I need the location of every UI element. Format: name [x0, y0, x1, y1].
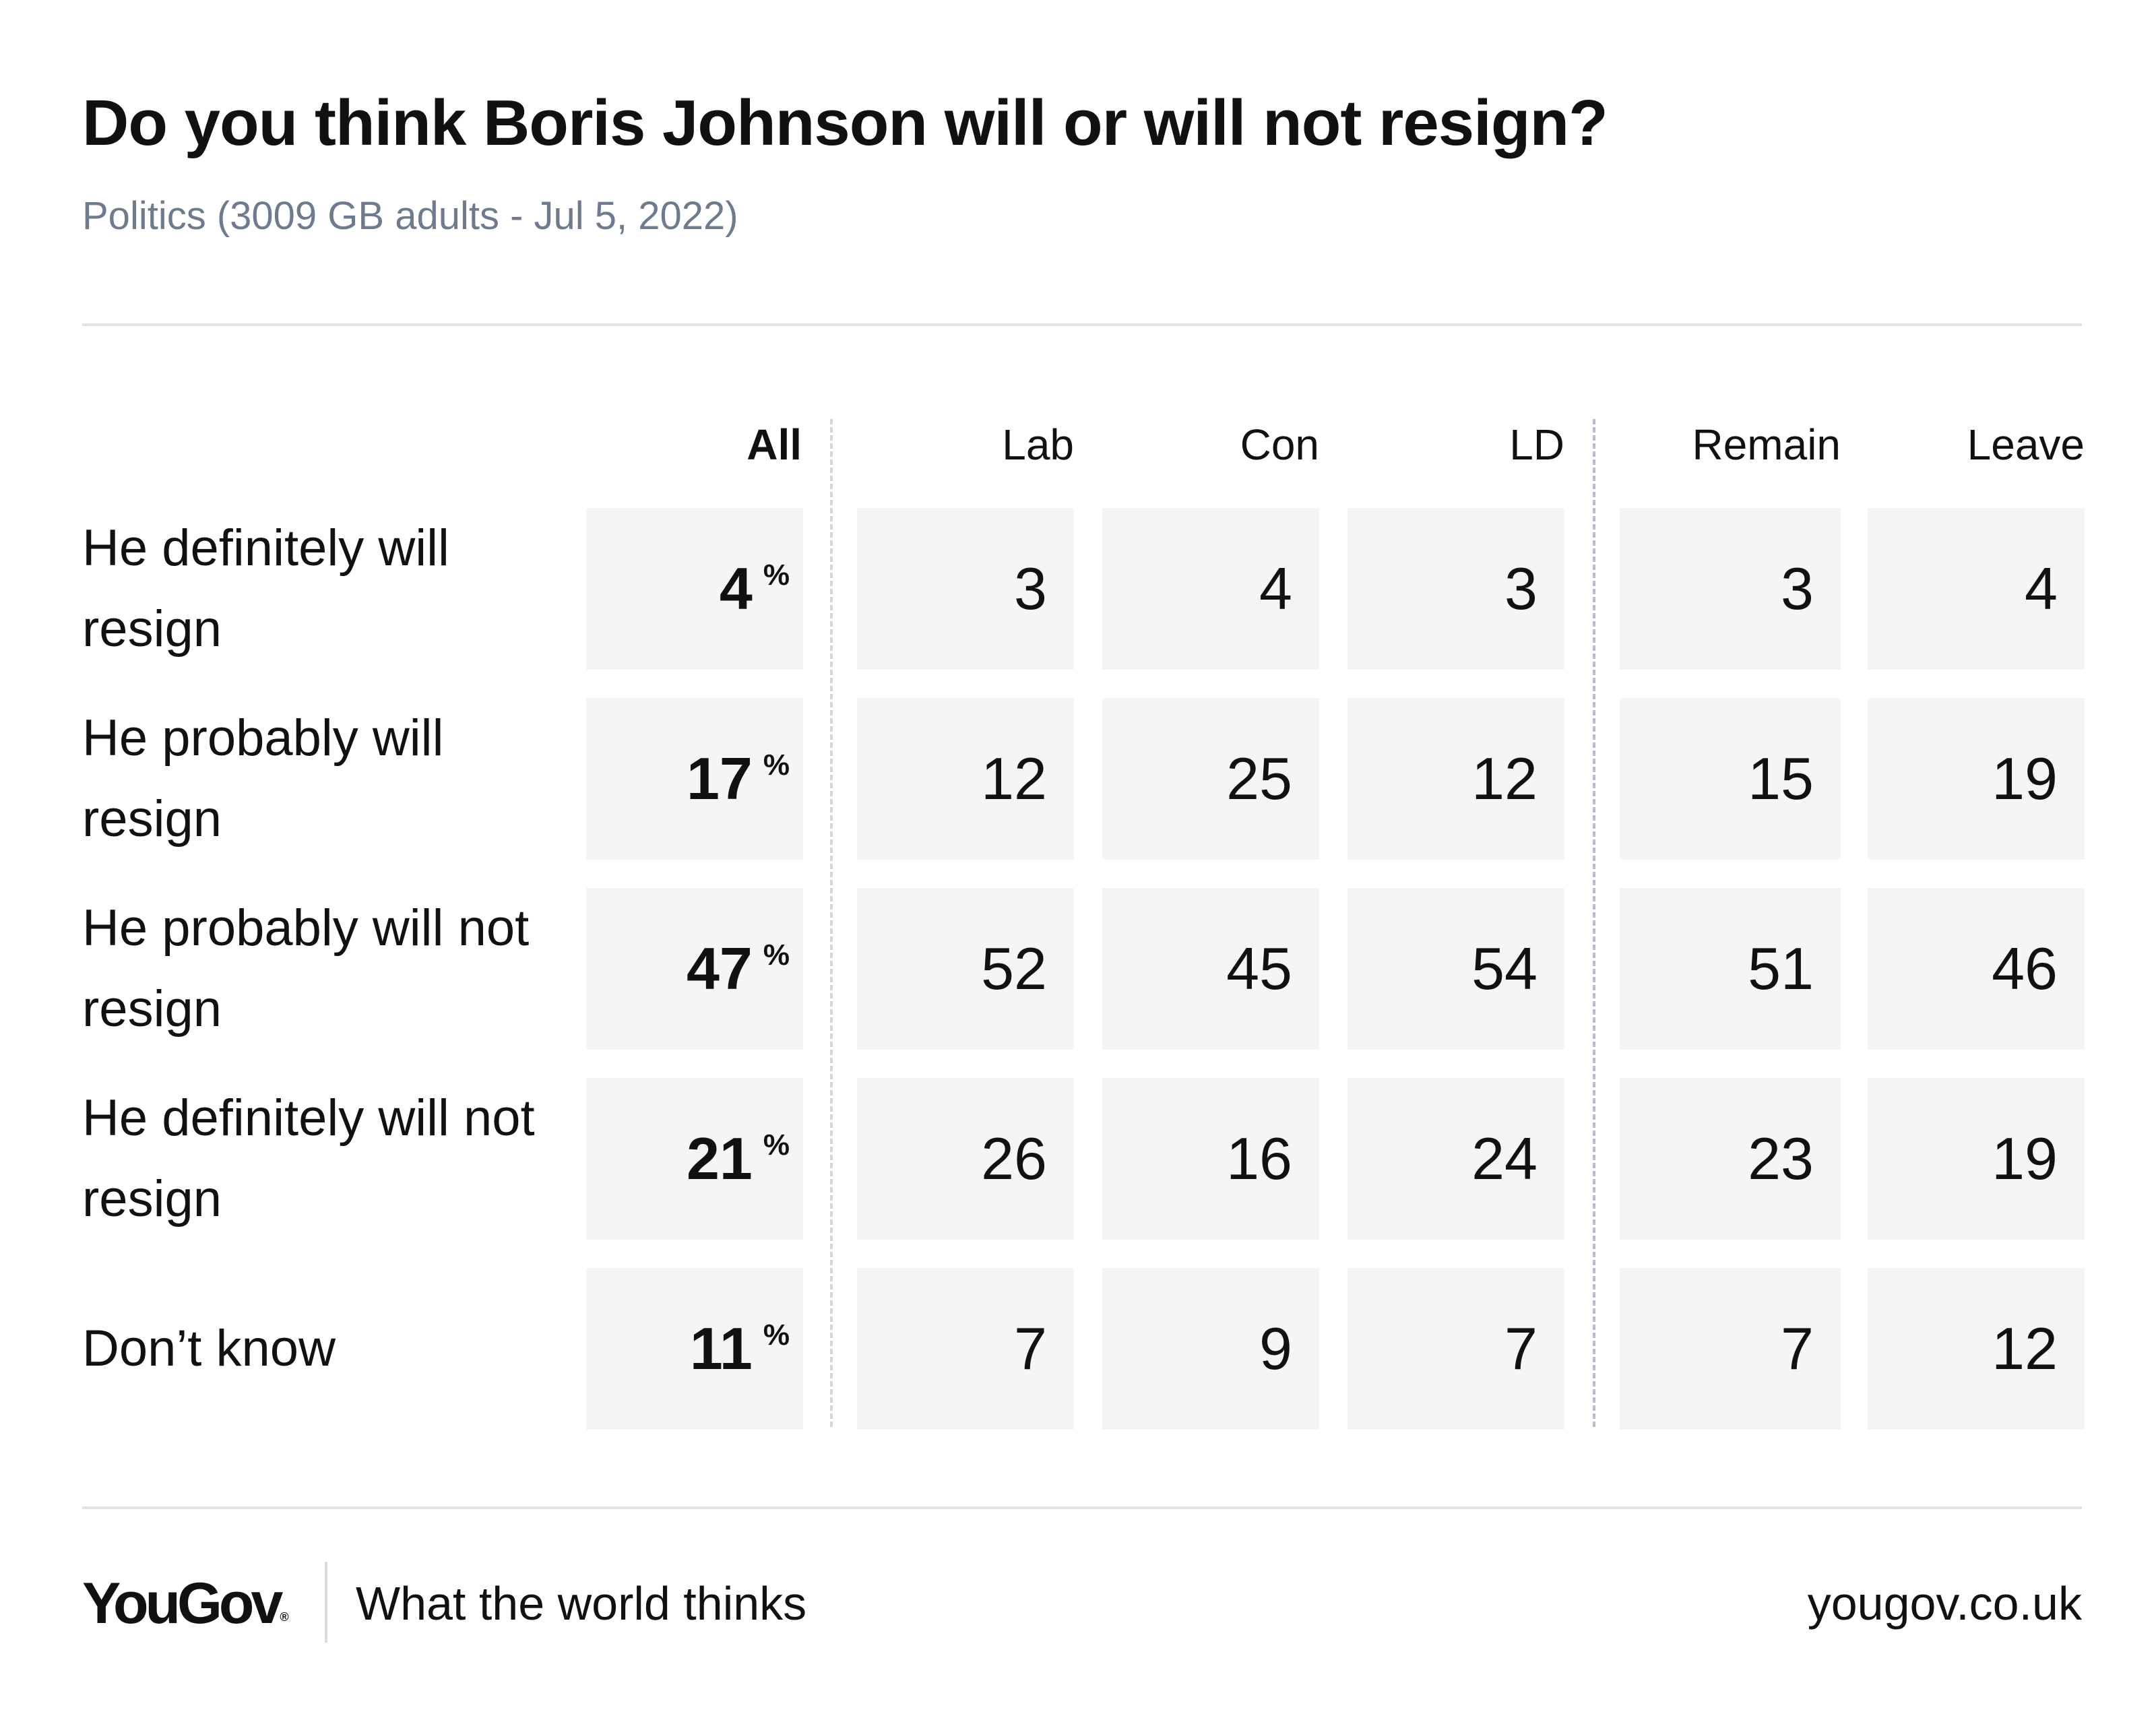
cell-value: 19: [1992, 745, 2058, 812]
cell-value: 54: [1471, 935, 1537, 1002]
cell-leave: 19: [1868, 698, 2085, 860]
cell-value: 46: [1992, 935, 2058, 1002]
cell-leave: 12: [1868, 1268, 2085, 1430]
column-divider-all: [830, 419, 833, 1427]
bottom-divider: [82, 1506, 2082, 1509]
cell-value: 19: [1992, 1125, 2058, 1192]
chart-subtitle: Politics (3009 GB adults - Jul 5, 2022): [82, 194, 738, 238]
cell-value: 12: [1471, 745, 1537, 812]
cell-value: 24: [1471, 1125, 1537, 1192]
cell-value: 7: [1781, 1315, 1814, 1382]
cell-value: 47: [686, 935, 753, 1002]
cell-remain: 7: [1620, 1268, 1841, 1430]
cell-value: 21: [686, 1125, 753, 1192]
cell-all: 47%: [586, 888, 803, 1050]
cell-all: 21%: [586, 1078, 803, 1240]
cell-value: 26: [981, 1125, 1047, 1192]
percent-sign: %: [763, 1128, 790, 1162]
column-divider-party: [1593, 419, 1595, 1427]
cell-value: 23: [1748, 1125, 1814, 1192]
cell-lab: 26: [857, 1078, 1074, 1240]
cell-value: 4: [719, 555, 753, 622]
cell-value: 52: [981, 935, 1047, 1002]
cell-remain: 51: [1620, 888, 1841, 1050]
cell-value: 15: [1748, 745, 1814, 812]
cell-ld: 7: [1348, 1268, 1564, 1430]
cell-lab: 12: [857, 698, 1074, 860]
row-label: He definitely will resign: [82, 519, 449, 658]
cell-value: 4: [2025, 555, 2058, 622]
yougov-logo: YouGov®: [82, 1571, 289, 1636]
cell-value: 9: [1259, 1315, 1292, 1382]
percent-sign: %: [763, 749, 790, 782]
cell-all: 4%: [586, 508, 803, 670]
cell-value: 7: [1014, 1315, 1047, 1382]
cell-lab: 52: [857, 888, 1074, 1050]
column-header-ld: LD: [1509, 420, 1564, 469]
cell-con: 45: [1102, 888, 1319, 1050]
cell-value: 3: [1504, 555, 1537, 622]
cell-lab: 3: [857, 508, 1074, 670]
cell-all: 11%: [586, 1268, 803, 1430]
cell-value: 3: [1781, 555, 1814, 622]
row-label: He probably will resign: [82, 709, 444, 848]
cell-con: 9: [1102, 1268, 1319, 1430]
cell-value: 4: [1259, 555, 1292, 622]
cell-value: 45: [1226, 935, 1292, 1002]
cell-value: 11: [689, 1315, 753, 1382]
footer-separator: [325, 1562, 327, 1643]
top-divider: [82, 323, 2082, 326]
cell-value: 51: [1748, 935, 1814, 1002]
cell-value: 12: [1992, 1315, 2058, 1382]
cell-lab: 7: [857, 1268, 1074, 1430]
cell-leave: 19: [1868, 1078, 2085, 1240]
cell-remain: 3: [1620, 508, 1841, 670]
cell-value: 12: [981, 745, 1047, 812]
column-header-all: All: [747, 420, 802, 469]
column-header-lab: Lab: [1002, 420, 1074, 469]
cell-leave: 4: [1868, 508, 2085, 670]
cell-con: 25: [1102, 698, 1319, 860]
cell-leave: 46: [1868, 888, 2085, 1050]
cell-ld: 12: [1348, 698, 1564, 860]
cell-remain: 15: [1620, 698, 1841, 860]
row-label: Don’t know: [82, 1320, 336, 1377]
percent-sign: %: [763, 938, 790, 972]
percent-sign: %: [763, 1318, 790, 1351]
cell-value: 17: [686, 745, 753, 812]
footer-site: yougov.co.uk: [1807, 1577, 2082, 1630]
chart-title: Do you think Boris Johnson will or will …: [82, 87, 1608, 159]
cell-value: 16: [1226, 1125, 1292, 1192]
cell-value: 3: [1014, 555, 1047, 622]
cell-ld: 3: [1348, 508, 1564, 670]
column-header-con: Con: [1240, 420, 1319, 469]
column-header-remain: Remain: [1692, 420, 1841, 469]
row-label: He probably will not resign: [82, 899, 530, 1038]
cell-con: 4: [1102, 508, 1319, 670]
cell-value: 25: [1226, 745, 1292, 812]
cell-all: 17%: [586, 698, 803, 860]
cell-con: 16: [1102, 1078, 1319, 1240]
cell-remain: 23: [1620, 1078, 1841, 1240]
footer-tagline: What the world thinks: [356, 1577, 807, 1630]
cell-ld: 54: [1348, 888, 1564, 1050]
percent-sign: %: [763, 559, 790, 592]
column-header-leave: Leave: [1967, 420, 2085, 469]
cell-value: 7: [1504, 1315, 1537, 1382]
row-label: He definitely will not resign: [82, 1089, 535, 1228]
cell-ld: 24: [1348, 1078, 1564, 1240]
